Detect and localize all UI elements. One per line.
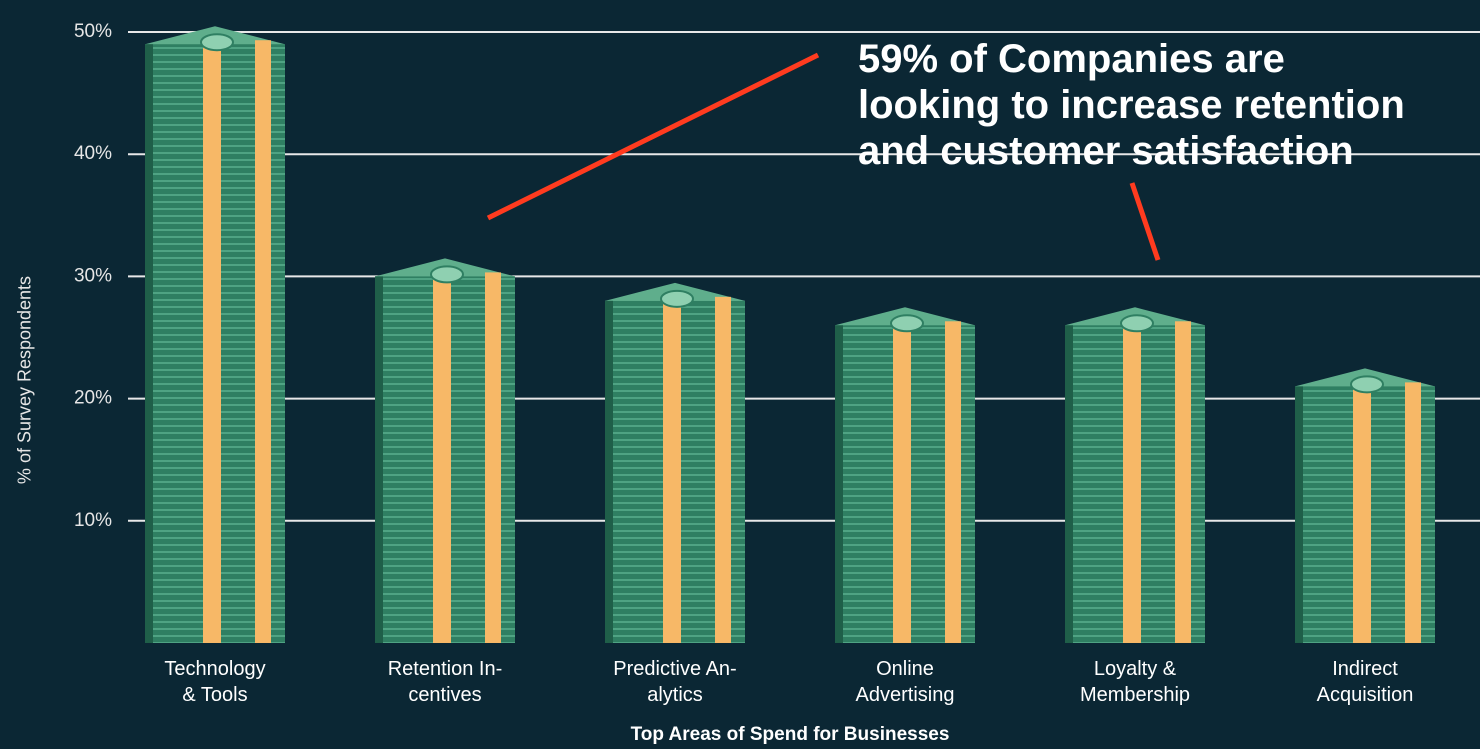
stack-shade <box>1065 325 1073 643</box>
x-tick-label: Predictive An- alytics <box>613 658 737 706</box>
x-axis-title: Top Areas of Spend for Businesses <box>630 724 950 745</box>
money-stack <box>1295 368 1435 643</box>
stack-band <box>1123 321 1141 643</box>
bill-seal <box>200 33 234 52</box>
stack-shade <box>1295 386 1303 643</box>
money-stack <box>145 26 285 644</box>
y-tick-label: 10% <box>74 510 112 531</box>
stack-band <box>203 40 221 644</box>
stack-band <box>485 272 501 643</box>
y-axis-title: % of Survey Respondents <box>14 275 35 485</box>
y-tick-label: 50% <box>74 21 112 42</box>
stack-shade <box>835 325 843 643</box>
stack-band <box>715 296 731 643</box>
stack-shade <box>145 44 153 644</box>
y-tick-label: 30% <box>74 265 112 286</box>
annotation-line <box>486 52 820 221</box>
bill-seal <box>660 289 694 308</box>
stack-band <box>663 296 681 643</box>
stack-band <box>1405 382 1421 643</box>
stack-shade <box>605 300 613 643</box>
x-tick-label: Retention In- centives <box>387 658 503 706</box>
stack-band <box>945 321 961 643</box>
stack-band <box>1175 321 1191 643</box>
money-stack <box>375 258 515 643</box>
money-stack <box>605 282 745 643</box>
x-tick-label: Loyalty & Membership <box>1079 658 1191 706</box>
y-tick-label: 20% <box>74 388 112 409</box>
stack-band <box>1353 382 1371 643</box>
bill-seal <box>890 314 924 333</box>
stack-shade <box>375 276 383 643</box>
bill-seal <box>1120 314 1154 333</box>
x-tick-label: Technology & Tools <box>164 658 266 706</box>
x-tick-label: Indirect Acquisition <box>1316 658 1414 706</box>
stack-band <box>893 321 911 643</box>
stack-band <box>255 40 271 644</box>
bill-seal <box>1350 375 1384 394</box>
bill-seal <box>430 265 464 284</box>
annotation: 59% of Companies are looking to increase… <box>858 37 1405 173</box>
stack-band <box>433 272 451 643</box>
money-stack <box>835 307 975 643</box>
annotation-line <box>1129 182 1161 261</box>
money-stack <box>1065 307 1205 643</box>
y-tick-label: 40% <box>74 143 112 164</box>
x-tick-label: Online Advertising <box>855 658 955 706</box>
